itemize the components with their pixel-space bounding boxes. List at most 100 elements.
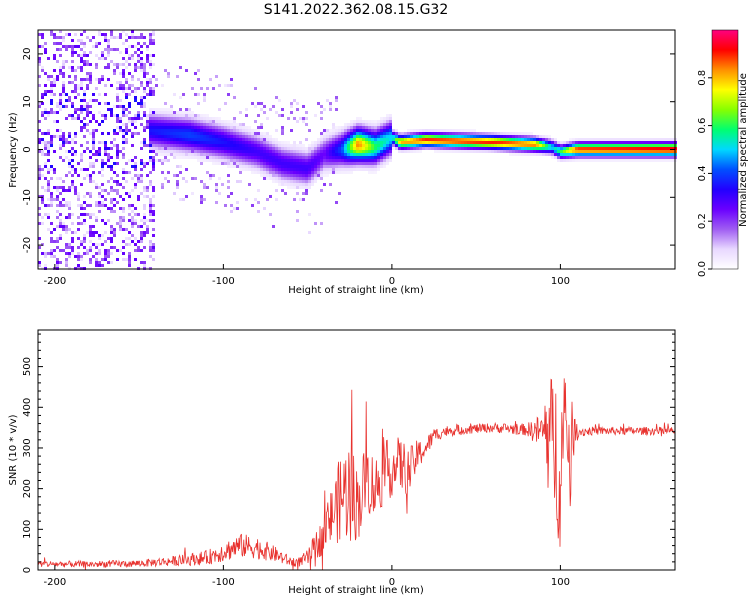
heatmap-cell <box>104 249 107 252</box>
heatmap-cell <box>56 258 59 261</box>
heatmap-cell <box>272 141 275 144</box>
heatmap-cell <box>173 150 176 153</box>
heatmap-cell <box>365 168 368 171</box>
heatmap-cell <box>362 165 365 168</box>
heatmap-cell <box>296 183 299 186</box>
heatmap-cell <box>143 138 146 141</box>
heatmap-cell <box>266 171 269 174</box>
heatmap-cell <box>59 108 62 111</box>
heatmap-cell <box>77 39 80 42</box>
heatmap-cell <box>620 147 623 150</box>
heatmap-cell <box>101 243 104 246</box>
heatmap-cell <box>95 150 98 153</box>
heatmap-cell <box>215 186 218 189</box>
heatmap-cell <box>614 144 617 147</box>
heatmap-cell <box>407 144 410 147</box>
heatmap-cell <box>110 141 113 144</box>
heatmap-cell <box>122 72 125 75</box>
heatmap-cell <box>122 216 125 219</box>
heatmap-cell <box>134 243 137 246</box>
heatmap-cell <box>176 135 179 138</box>
heatmap-cell <box>275 144 278 147</box>
heatmap-cell <box>461 144 464 147</box>
heatmap-cell <box>374 165 377 168</box>
heatmap-cell <box>407 141 410 144</box>
heatmap-cell <box>80 66 83 69</box>
heatmap-cell <box>164 129 167 132</box>
heatmap-cell <box>170 105 173 108</box>
heatmap-cell <box>395 132 398 135</box>
heatmap-cell <box>113 36 116 39</box>
heatmap-cell <box>296 180 299 183</box>
heatmap-cell <box>122 108 125 111</box>
heatmap-cell <box>134 168 137 171</box>
heatmap-cell <box>146 117 149 120</box>
heatmap-cell <box>515 144 518 147</box>
heatmap-cell <box>149 132 152 135</box>
heatmap-cell <box>230 135 233 138</box>
heatmap-cell <box>269 195 272 198</box>
heatmap-cell <box>248 153 251 156</box>
heatmap-cell <box>311 162 314 165</box>
heatmap-cell <box>521 150 524 153</box>
heatmap-cell <box>359 150 362 153</box>
heatmap-cell <box>59 213 62 216</box>
heatmap-cell <box>671 147 674 150</box>
heatmap-cell <box>98 93 101 96</box>
heatmap-cell <box>611 138 614 141</box>
heatmap-cell <box>218 126 221 129</box>
heatmap-cell <box>77 108 80 111</box>
heatmap-cell <box>596 153 599 156</box>
heatmap-cell <box>668 153 671 156</box>
heatmap-cell <box>185 144 188 147</box>
heatmap-cell <box>620 138 623 141</box>
heatmap-cell <box>212 117 215 120</box>
heatmap-cell <box>209 174 212 177</box>
heatmap-cell <box>203 159 206 162</box>
heatmap-cell <box>113 144 116 147</box>
heatmap-cell <box>635 159 638 162</box>
heatmap-cell <box>260 135 263 138</box>
heatmap-cell <box>122 171 125 174</box>
heatmap-cell <box>179 165 182 168</box>
heatmap-cell <box>410 135 413 138</box>
heatmap-cell <box>86 123 89 126</box>
heatmap-cell <box>581 147 584 150</box>
heatmap-cell <box>563 144 566 147</box>
heatmap-cell <box>602 153 605 156</box>
heatmap-cell <box>665 147 668 150</box>
heatmap-cell <box>83 150 86 153</box>
heatmap-cell <box>38 60 41 63</box>
heatmap-cell <box>86 141 89 144</box>
heatmap-cell <box>200 126 203 129</box>
heatmap-cell <box>107 48 110 51</box>
heatmap-cell <box>146 228 149 231</box>
heatmap-cell <box>344 165 347 168</box>
heatmap-cell <box>215 123 218 126</box>
heatmap-cell <box>257 138 260 141</box>
heatmap-cell <box>164 126 167 129</box>
heatmap-cell <box>59 222 62 225</box>
heatmap-cell <box>140 261 143 264</box>
heatmap-cell <box>401 150 404 153</box>
heatmap-cell <box>362 156 365 159</box>
heatmap-cell <box>362 147 365 150</box>
heatmap-cell <box>314 165 317 168</box>
heatmap-cell <box>449 132 452 135</box>
heatmap-cell <box>152 186 155 189</box>
heatmap-cell <box>326 147 329 150</box>
heatmap-cell <box>230 153 233 156</box>
heatmap-cell <box>56 102 59 105</box>
heatmap-cell <box>449 144 452 147</box>
heatmap-cell <box>419 150 422 153</box>
heatmap-cell <box>104 255 107 258</box>
heatmap-cell <box>602 156 605 159</box>
heatmap-cell <box>194 93 197 96</box>
heatmap-cell <box>386 126 389 129</box>
heatmap-cell <box>584 144 587 147</box>
heatmap-cell <box>65 216 68 219</box>
heatmap-cell <box>236 141 239 144</box>
heatmap-cell <box>473 129 476 132</box>
heatmap-cell <box>296 108 299 111</box>
heatmap-cell <box>41 186 44 189</box>
